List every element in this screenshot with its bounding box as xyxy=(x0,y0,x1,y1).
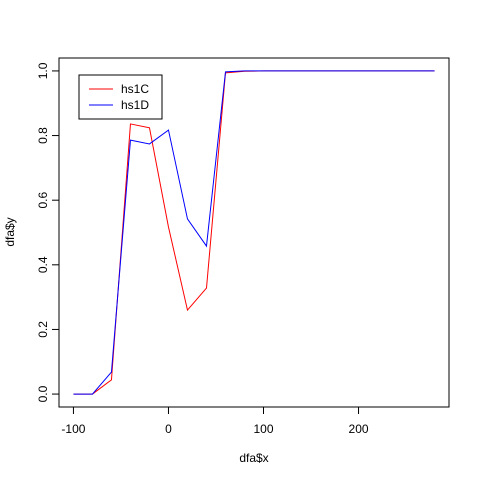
x-tick-label: -100 xyxy=(61,422,85,436)
line-series xyxy=(73,70,435,395)
legend-label: hs1D xyxy=(121,98,149,112)
legend-box xyxy=(78,74,163,120)
y-tick-label: 0.2 xyxy=(36,321,50,338)
x-axis-label: dfa$x xyxy=(239,451,268,465)
y-tick-label: 0.0 xyxy=(36,385,50,402)
y-tick-label: 1.0 xyxy=(36,62,50,79)
y-tick-label: 0.4 xyxy=(36,256,50,273)
y-tick-label: 0.8 xyxy=(36,127,50,144)
x-tick-label: 200 xyxy=(349,422,369,436)
y-axis-label: dfa$y xyxy=(3,217,17,246)
x-tick-label: 0 xyxy=(165,422,172,436)
legend-label: hs1C xyxy=(121,82,149,96)
x-tick-label: 100 xyxy=(253,422,273,436)
y-tick-label: 0.6 xyxy=(36,192,50,209)
